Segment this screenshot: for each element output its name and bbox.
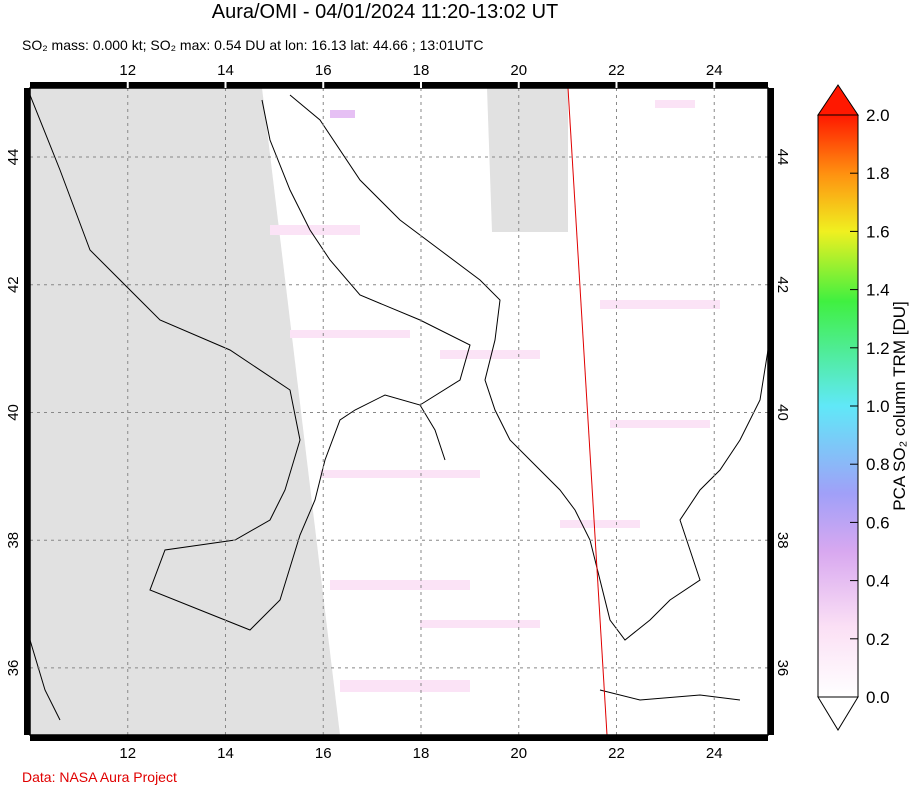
colorbar-tick-label: 0.0 [866,688,890,707]
colorbar-tick-label: 1.0 [866,397,890,416]
x-tick-label: 20 [510,62,527,79]
colorbar-tick-label: 0.2 [866,630,890,649]
frame-ticks [24,82,774,741]
x-tick-label: 24 [706,62,723,79]
tick-mark [615,82,618,88]
map-area [30,88,768,735]
y-tick-label: 40 [5,404,22,421]
colorbar-tick-label: 0.4 [866,572,890,591]
x-tick-label: 22 [608,745,625,762]
x-tick-label: 22 [608,62,625,79]
y-tick-label: 44 [774,149,791,166]
y-tick-label: 42 [774,276,791,293]
tick-mark [224,82,227,88]
y-tick-label: 36 [774,660,791,677]
x-tick-label: 14 [217,745,234,762]
y-tick-label: 38 [5,532,22,549]
colorbar-max-arrow [817,84,859,116]
colorbar-tick-label: 1.6 [866,222,890,241]
no-data-region [30,88,340,735]
y-tick-label: 44 [5,149,22,166]
y-tick-label: 38 [774,532,791,549]
colorbar-tick-label: 0.6 [866,513,890,532]
x-tick-label: 20 [510,745,527,762]
tick-mark [419,82,422,88]
colorbar-tick-label: 1.2 [866,339,890,358]
coastline [30,94,471,631]
x-tick-label: 18 [413,62,430,79]
colorbar-min-arrow [817,696,859,731]
x-tick-label: 16 [315,745,332,762]
credit: Data: NASA Aura Project [22,769,177,785]
tick-mark [713,82,716,88]
subtitle: SO₂ mass: 0.000 kt; SO₂ max: 0.54 DU at … [22,37,483,53]
y-tick-label: 40 [774,404,791,421]
x-tick-label: 16 [315,62,332,79]
retrieval-stripes [270,100,720,692]
coastline [289,94,768,641]
title: Aura/OMI - 04/01/2024 11:20-13:02 UT [212,1,559,23]
colorbar-tick-label: 2.0 [866,106,890,125]
x-tick-label: 12 [119,62,136,79]
tick-mark [322,82,325,88]
x-tick-label: 18 [413,745,430,762]
swath-edge [567,88,608,735]
y-tick-label: 42 [5,276,22,293]
coastline [30,639,741,721]
y-tick-label: 36 [5,660,22,677]
x-tick-label: 24 [706,745,723,762]
tick-mark [517,82,520,88]
colorbar-tick-label: 1.8 [866,164,890,183]
colorbar-label: PCA SO₂ column TRM [DU] [890,301,909,510]
x-tick-label: 12 [119,745,136,762]
colorbar-tick-label: 1.4 [866,281,890,300]
no-data-region [487,88,568,232]
tick-mark [126,82,129,88]
x-tick-label: 14 [217,62,234,79]
colorbar-tick-label: 0.8 [866,455,890,474]
